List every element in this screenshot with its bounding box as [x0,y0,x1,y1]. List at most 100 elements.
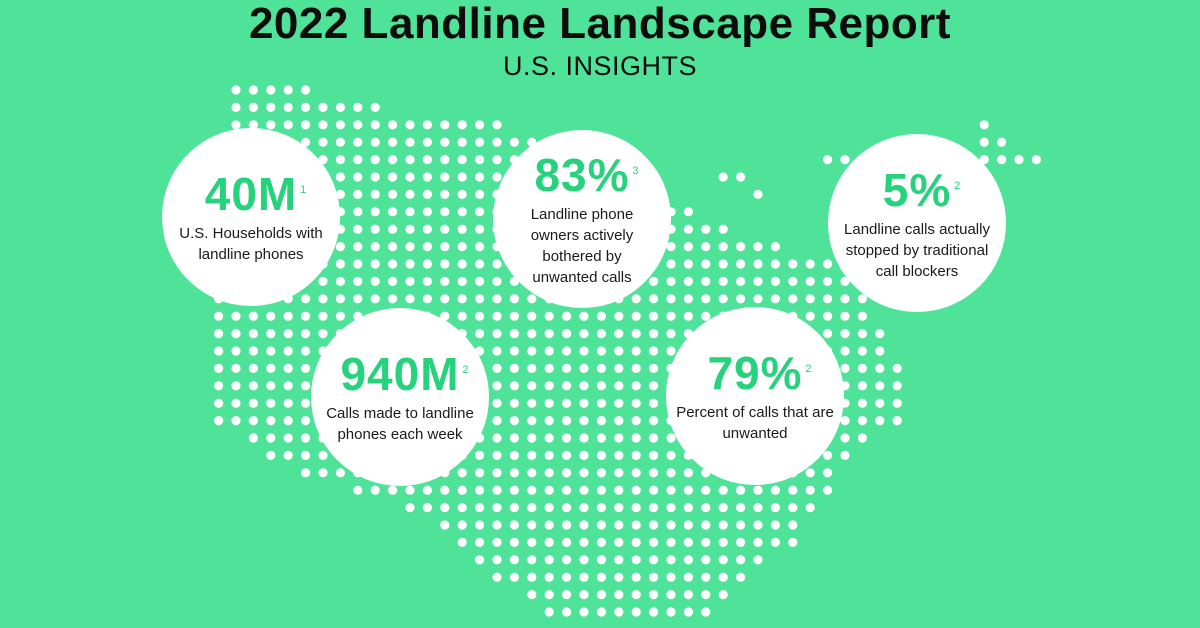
map-dot [509,572,519,582]
map-dot [405,259,415,269]
map-dot [475,485,485,495]
map-dot [370,137,380,147]
map-dot [596,433,607,443]
footnote-marker: 2 [805,363,813,375]
map-dot [579,450,589,460]
map-dot [248,381,258,391]
map-dot [840,329,850,339]
map-dot [492,259,502,269]
map-dot [509,137,519,147]
map-dot [666,346,676,356]
map-dot [596,416,607,426]
map-dot [544,398,554,408]
map-dot [666,503,676,513]
map-dot [335,259,345,269]
map-dot [248,346,258,356]
map-dot [266,346,276,356]
map-dot [562,398,572,408]
map-dot [840,346,850,356]
map-dot [457,189,467,199]
map-dot [231,102,241,112]
map-dot [649,590,659,600]
map-dot [440,207,450,217]
map-dot [509,520,519,530]
map-dot [422,224,432,234]
map-dot [283,85,293,95]
map-dot [509,381,519,391]
map-dot [475,520,485,530]
map-dot [353,137,363,147]
map-dot [248,120,258,130]
map-dot [353,102,363,112]
map-dot [231,120,241,130]
map-dot [770,276,781,286]
map-dot [857,381,868,391]
map-dot [214,381,224,391]
map-dot [283,346,293,356]
map-dot [718,224,728,234]
map-dot [544,503,554,513]
map-dot [283,381,293,391]
map-dot [753,485,763,495]
map-dot [266,381,276,391]
map-dot [457,294,467,304]
map-dot [422,503,432,513]
map-dot [596,520,607,530]
map-dot [509,503,519,513]
map-dot [527,398,537,408]
map-dot [318,329,328,339]
map-dot [527,468,537,478]
map-dot [475,329,485,339]
map-dot [788,276,798,286]
map-dot [318,450,328,460]
map-dot [579,433,589,443]
map-dot [283,102,293,112]
map-dot [736,555,746,565]
stat-label: Percent of calls that are unwanted [676,404,834,442]
map-dot [388,485,398,495]
map-dot [475,259,485,269]
map-dot [475,555,485,565]
map-dot [353,155,363,165]
map-dot [649,416,659,426]
map-dot [335,294,345,304]
map-dot [214,416,224,426]
map-dot [614,468,624,478]
map-dot [422,137,432,147]
map-dot [457,503,467,513]
map-dot [857,398,868,408]
map-dot [683,537,694,548]
map-dot [301,85,311,95]
map-dot [857,329,868,339]
map-dot [666,450,676,460]
map-dot [579,520,589,530]
map-dot [649,276,659,286]
map-dot [666,276,676,286]
map-dot [335,137,345,147]
map-dot [562,572,572,582]
map-dot [701,259,711,269]
map-dot [840,433,850,443]
map-dot [318,102,328,112]
map-dot [614,346,624,356]
map-dot [788,485,798,495]
map-dot [231,346,241,356]
map-dot [857,416,868,426]
map-dot [562,468,572,478]
map-dot [840,311,850,321]
map-dot [266,85,276,95]
map-dot [457,207,467,217]
map-dot [318,294,328,304]
map-dot [440,224,450,234]
stat-label: Landline phone owners actively bothered … [530,206,634,286]
map-dot [527,363,537,373]
map-dot [492,120,502,130]
map-dot [596,503,607,513]
map-dot [388,172,398,182]
map-dot [509,294,519,304]
map-dot [614,572,624,582]
stat-label: Calls made to landline phones each week [326,405,474,443]
map-dot [666,433,676,443]
map-dot [770,242,781,252]
map-dot [422,294,432,304]
